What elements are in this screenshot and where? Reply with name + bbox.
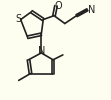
- Text: N: N: [38, 46, 45, 56]
- Text: S: S: [16, 14, 22, 24]
- Text: N: N: [88, 5, 95, 15]
- Text: O: O: [54, 1, 62, 11]
